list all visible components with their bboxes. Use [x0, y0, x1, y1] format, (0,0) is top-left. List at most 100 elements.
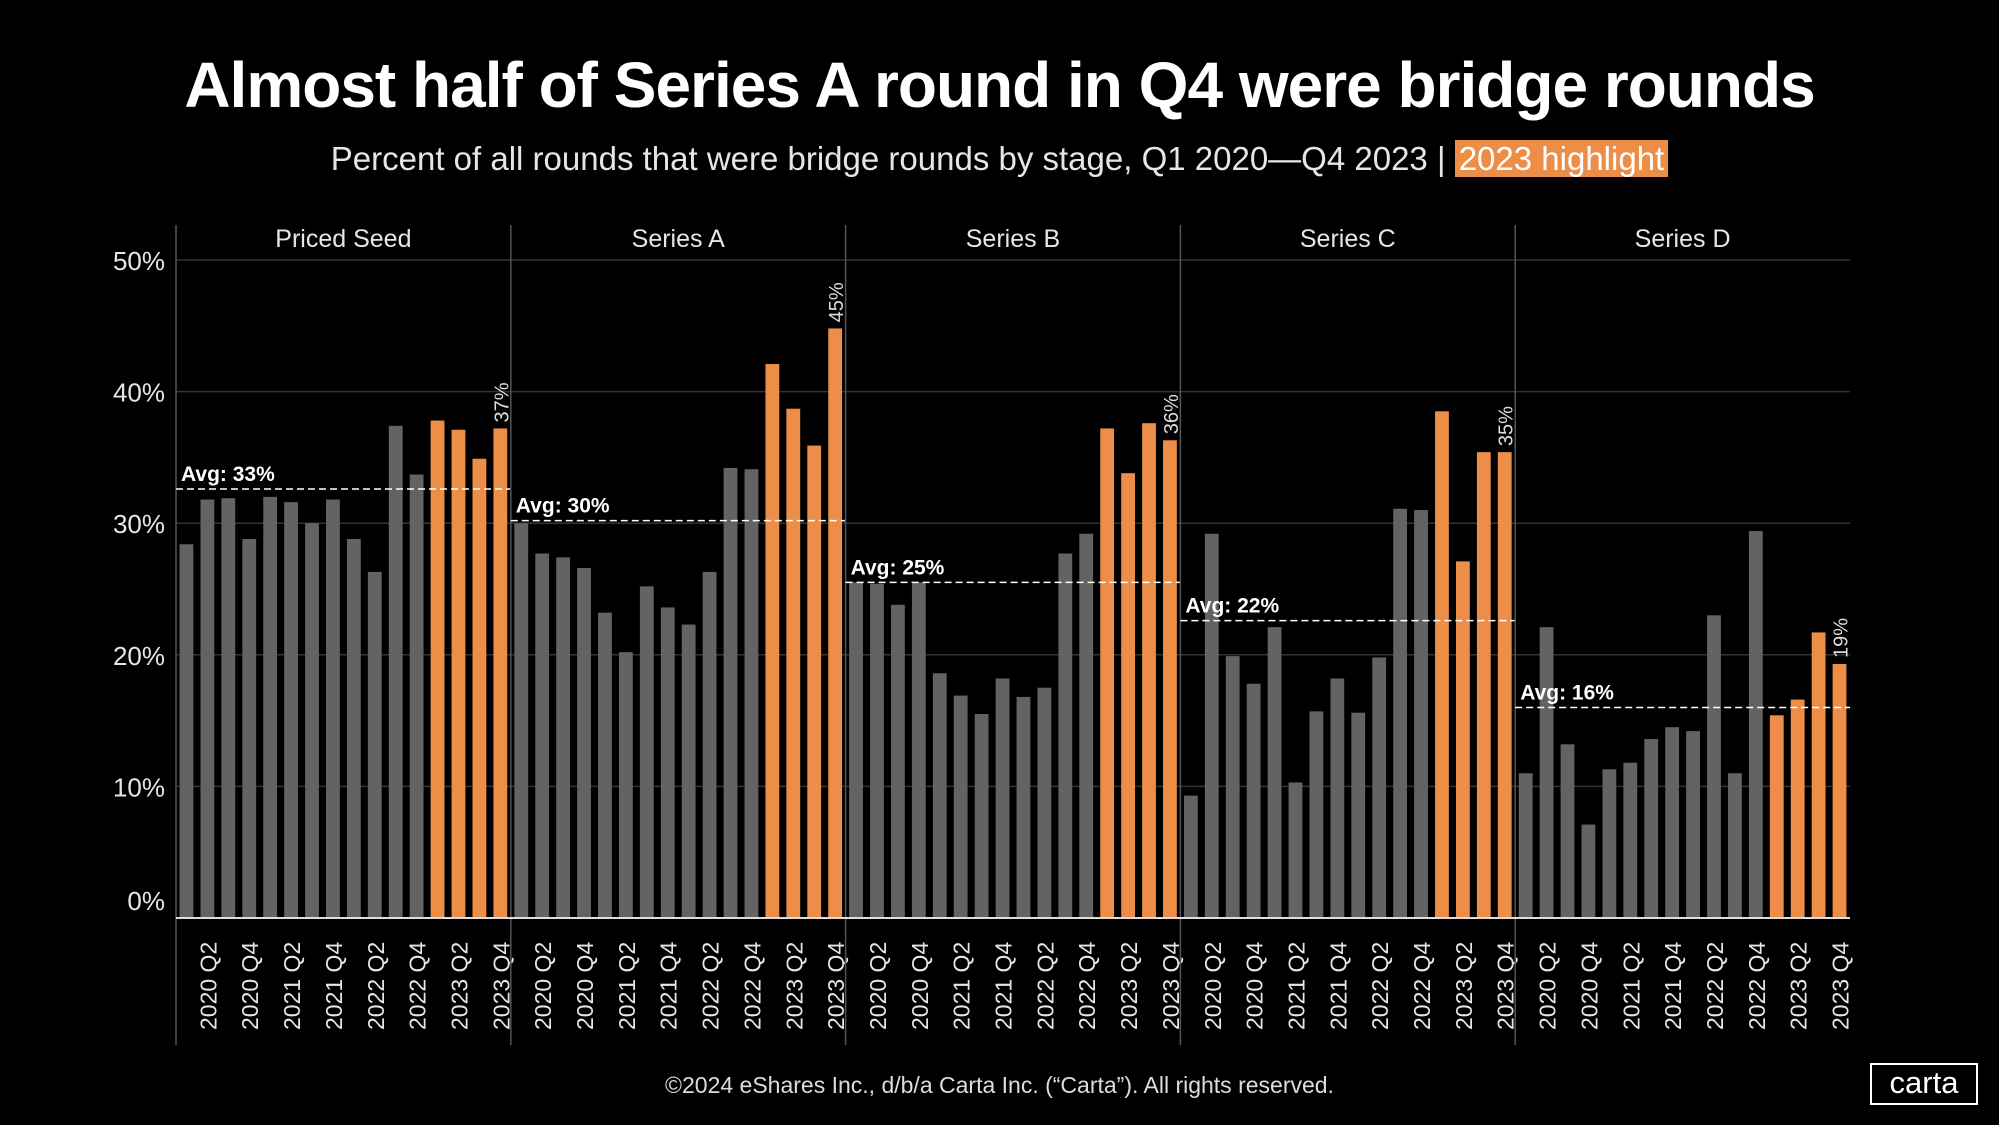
x-tick-label: 2023 Q4: [823, 942, 849, 1030]
bar: [1748, 531, 1763, 918]
average-label: Avg: 30%: [516, 495, 610, 518]
bar: [1016, 696, 1031, 918]
bar: [1204, 533, 1219, 918]
bar: [242, 538, 257, 918]
x-tick-label: 2023 Q2: [781, 942, 807, 1030]
bar: [514, 523, 529, 918]
x-tick-label: 2023 Q2: [446, 942, 472, 1030]
bar: [1686, 731, 1700, 918]
x-tick-label: 2023 Q2: [1451, 942, 1477, 1030]
x-tick-label: 2023 Q4: [488, 942, 514, 1030]
bar: [1079, 533, 1094, 918]
bar: [786, 408, 801, 918]
x-tick-label: 2020 Q4: [572, 942, 598, 1030]
x-tick-label: 2023 Q2: [1116, 942, 1142, 1030]
bar: [1372, 657, 1387, 918]
bar: [639, 586, 654, 918]
panel-title: Series A: [632, 225, 725, 253]
bar: [472, 458, 487, 918]
bar: [995, 678, 1010, 918]
bar: [1414, 510, 1428, 918]
bar: [200, 499, 215, 918]
bar: [1121, 473, 1135, 918]
panel-title: Series C: [1300, 225, 1396, 253]
x-tick-label: 2022 Q2: [1367, 942, 1393, 1030]
x-tick-label: 2022 Q2: [698, 942, 724, 1030]
bar: [870, 583, 884, 918]
x-tick-label: 2021 Q2: [279, 942, 305, 1030]
x-tick-label: 2022 Q4: [405, 942, 431, 1030]
bar: [1058, 553, 1073, 918]
bar: [702, 571, 717, 918]
bar: [828, 328, 843, 918]
bar: [1183, 795, 1198, 918]
x-tick-label: 2022 Q2: [363, 942, 389, 1030]
average-label: Avg: 25%: [851, 556, 945, 579]
bar: [1288, 782, 1303, 918]
x-tick-label: 2022 Q4: [1744, 942, 1770, 1030]
panel-title: Priced Seed: [275, 225, 411, 253]
subtitle-text: Percent of all rounds that were bridge r…: [330, 140, 1428, 177]
bar: [284, 502, 298, 918]
bar: [179, 544, 194, 918]
x-tick-label: 2020 Q4: [1576, 942, 1602, 1030]
x-tick-label: 2020 Q2: [1535, 942, 1561, 1030]
bar: [891, 604, 905, 918]
x-tick-label: 2021 Q4: [991, 942, 1017, 1030]
x-tick-label: 2020 Q2: [195, 942, 221, 1030]
bar: [1455, 561, 1470, 918]
x-tick-label: 2020 Q2: [865, 942, 891, 1030]
bar-value-label: 35%: [1496, 406, 1518, 446]
bar: [1581, 824, 1596, 918]
y-tick-label: 10%: [113, 772, 165, 802]
x-tick-label: 2020 Q4: [1242, 942, 1268, 1030]
x-tick-label: 2023 Q4: [1493, 942, 1519, 1030]
chart-title: Almost half of Series A round in Q4 were…: [184, 49, 1815, 121]
panel-title: Series D: [1635, 225, 1731, 253]
bar: [1309, 711, 1324, 918]
bar: [1330, 678, 1345, 918]
bar: [305, 523, 319, 918]
x-tick-label: 2021 Q4: [321, 942, 347, 1030]
bar-value-label: 19%: [1831, 618, 1853, 658]
bar: [1246, 683, 1261, 918]
x-tick-label: 2021 Q2: [949, 942, 975, 1030]
x-tick-label: 2023 Q2: [1786, 942, 1812, 1030]
y-tick-label: 40%: [113, 378, 165, 408]
bar: [430, 420, 445, 918]
x-tick-label: 2022 Q4: [1409, 942, 1435, 1030]
bar: [535, 553, 550, 918]
bar: [1351, 712, 1366, 918]
x-tick-label: 2020 Q2: [530, 942, 556, 1030]
bar: [618, 652, 633, 918]
subtitle-separator: |: [1436, 140, 1446, 177]
bar: [451, 429, 466, 918]
bar: [932, 673, 947, 918]
chart-subtitle: Percent of all rounds that were bridge r…: [0, 140, 1999, 178]
bar: [660, 607, 675, 918]
x-tick-label: 2021 Q4: [1325, 942, 1351, 1030]
x-tick-label: 2021 Q2: [614, 942, 640, 1030]
bar: [346, 538, 361, 918]
bar: [911, 582, 926, 918]
x-tick-label: 2022 Q4: [739, 942, 765, 1030]
x-tick-label: 2020 Q4: [907, 942, 933, 1030]
panel-title: Series B: [966, 225, 1060, 253]
bar: [1225, 656, 1240, 918]
x-tick-label: 2022 Q2: [1702, 942, 1728, 1030]
average-label: Avg: 16%: [1520, 681, 1614, 704]
y-tick-label: 30%: [113, 509, 165, 539]
bar: [388, 425, 403, 918]
bar: [1267, 627, 1282, 918]
bar: [681, 624, 696, 918]
bar: [1393, 508, 1408, 918]
x-tick-label: 2021 Q4: [656, 942, 682, 1030]
bar: [1163, 440, 1177, 918]
x-tick-label: 2020 Q4: [237, 942, 263, 1030]
bar-value-label: 36%: [1161, 394, 1183, 434]
bar-value-label: 45%: [826, 282, 848, 322]
x-tick-label: 2022 Q4: [1074, 942, 1100, 1030]
bar: [1142, 423, 1156, 918]
carta-logo: carta: [1870, 1063, 1978, 1105]
bar: [1707, 615, 1721, 918]
